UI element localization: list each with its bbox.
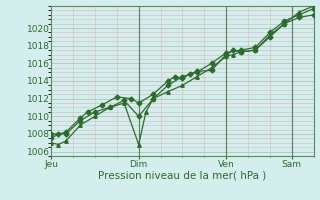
X-axis label: Pression niveau de la mer( hPa ): Pression niveau de la mer( hPa )	[98, 171, 267, 181]
